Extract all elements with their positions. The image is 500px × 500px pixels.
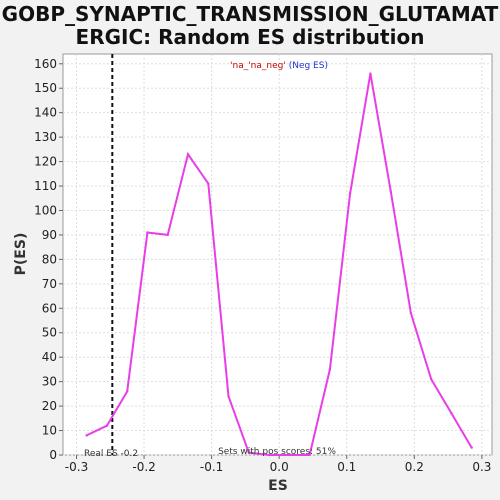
y-tick-label: 50 (42, 326, 57, 340)
data-point (247, 451, 250, 454)
x-tick-label: 0.2 (405, 460, 424, 474)
y-tick-label: 140 (34, 106, 57, 120)
y-tick-label: 120 (34, 155, 57, 169)
y-tick-label: 60 (42, 301, 57, 315)
data-point (125, 390, 129, 393)
data-point (85, 434, 88, 437)
legend-label-type: (Neg ES) (289, 61, 328, 71)
data-point (186, 153, 190, 156)
x-axis: -0.3 -0.2 -0.1 0.0 0.1 0.2 0.3 (65, 455, 491, 474)
data-point (328, 368, 332, 371)
y-tick-label: 40 (42, 350, 57, 364)
data-point (288, 453, 291, 457)
data-point (227, 395, 230, 398)
series-line (86, 73, 473, 456)
y-tick-label: 30 (42, 375, 57, 389)
data-point (450, 412, 453, 415)
data-point (267, 453, 271, 457)
data-point (429, 378, 433, 381)
y-tick-label: 110 (34, 179, 57, 193)
data-points (85, 72, 473, 457)
data-point (308, 453, 311, 457)
y-tick-label: 20 (42, 399, 57, 413)
y-tick-label: 130 (34, 130, 57, 144)
y-tick-label: 160 (34, 57, 57, 71)
y-tick-label: 70 (42, 277, 57, 291)
plot-area (62, 53, 493, 456)
legend-label-set: 'na_'na_neg' (230, 61, 289, 71)
y-axis-label: P(ES) (13, 233, 29, 276)
y-tick-label: 100 (34, 203, 57, 217)
y-tick-label: 80 (42, 252, 57, 266)
x-axis-label: ES (268, 478, 288, 494)
y-axis: 0 10 20 30 40 50 60 70 80 90 100 110 120 130 140 150 160 (34, 57, 63, 462)
data-point (409, 311, 413, 315)
data-point (389, 189, 392, 193)
pos-scores-label: Sets with pos scores: 51% (218, 447, 336, 457)
data-point (146, 231, 149, 234)
y-tick-label: 150 (34, 81, 57, 95)
x-tick-label: 0.3 (472, 460, 491, 474)
x-tick-label: 0.1 (337, 460, 356, 474)
y-tick-label: 0 (49, 448, 57, 462)
data-point (207, 182, 210, 185)
legend: 'na_'na_neg' (Neg ES) (230, 61, 328, 71)
x-tick-label: -0.3 (65, 460, 88, 474)
data-point (105, 424, 109, 427)
chart-title-line-2: ERGIC: Random ES distribution (76, 25, 425, 49)
data-point (470, 446, 473, 449)
real-es-label: Real ES -0.2 (84, 449, 138, 459)
data-point (348, 192, 352, 195)
x-tick-label: 0.0 (270, 460, 289, 474)
data-point (166, 233, 169, 237)
x-tick-label: -0.2 (132, 460, 155, 474)
y-tick-label: 10 (42, 424, 57, 438)
y-tick-label: 90 (42, 228, 57, 242)
chart-title-line-1: GOBP_SYNAPTIC_TRANSMISSION_GLUTAMAT (2, 2, 499, 26)
data-point (369, 72, 372, 75)
x-tick-label: -0.1 (200, 460, 223, 474)
